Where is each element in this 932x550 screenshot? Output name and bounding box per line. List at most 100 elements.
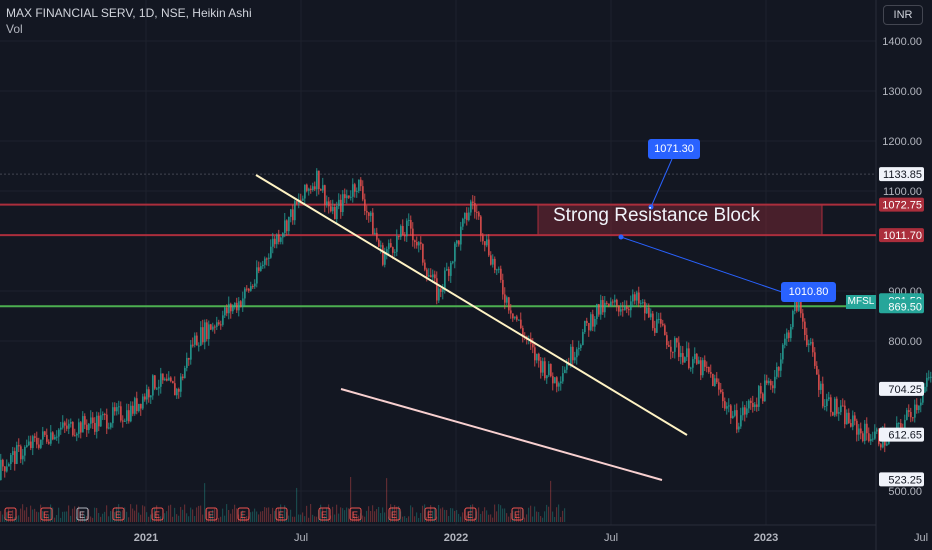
candle — [688, 348, 690, 369]
earnings-marker-label: E — [514, 510, 520, 520]
volume-bar — [128, 517, 130, 522]
volume-bar — [384, 512, 386, 522]
volume-bar — [114, 512, 116, 522]
volume-bar — [194, 516, 196, 522]
price-tag-label: 612.65 — [888, 430, 922, 442]
candle — [166, 378, 168, 381]
candle — [630, 301, 632, 311]
ticker-badge: MFSL — [846, 295, 876, 309]
price-tag — [879, 299, 924, 314]
volume-bar — [136, 504, 138, 522]
volume-bar — [4, 516, 6, 522]
candle — [802, 313, 804, 322]
volume-bar — [176, 514, 178, 522]
candle — [186, 357, 188, 369]
volume-bar — [390, 504, 392, 522]
volume-bar — [28, 516, 30, 522]
volume-bar — [430, 505, 432, 522]
candle — [522, 328, 524, 337]
candle — [718, 382, 720, 390]
candle — [544, 361, 546, 379]
candle — [0, 459, 2, 481]
candle — [92, 417, 94, 423]
volume-bar — [178, 515, 180, 522]
volume-bar — [226, 504, 228, 522]
candle — [212, 326, 214, 330]
candle — [172, 381, 174, 384]
volume-bar — [142, 505, 144, 522]
candle — [54, 436, 56, 440]
candle — [236, 302, 238, 311]
earnings-marker-label: E — [352, 510, 358, 520]
candle — [806, 335, 808, 346]
trendline-lower — [340, 388, 663, 481]
candle — [220, 324, 222, 326]
callout-upper[interactable]: 1071.30 — [648, 139, 700, 159]
price-tag — [879, 228, 924, 243]
candle — [372, 212, 374, 235]
candle — [536, 353, 538, 361]
candle — [874, 431, 876, 439]
candle — [766, 380, 768, 384]
volume-bar — [382, 507, 384, 522]
candle — [622, 309, 624, 311]
candle — [706, 366, 708, 368]
candle — [76, 433, 78, 436]
candle — [102, 414, 104, 416]
volume-bar — [38, 512, 40, 522]
candle — [732, 415, 734, 419]
candle — [218, 322, 220, 325]
volume-bar — [502, 508, 504, 522]
volume-bar — [338, 513, 340, 522]
volume-bar — [66, 511, 68, 522]
candle — [484, 241, 486, 246]
candle — [30, 441, 32, 449]
volume-bar — [242, 510, 244, 522]
candle — [560, 381, 562, 384]
volume-bar — [498, 504, 500, 522]
candle — [516, 316, 518, 320]
candle — [546, 375, 548, 379]
candle — [56, 436, 58, 438]
candle — [146, 389, 148, 400]
volume-bar — [370, 510, 372, 522]
candle — [786, 332, 788, 339]
volume-bar — [388, 516, 390, 522]
candle — [596, 304, 598, 319]
candle — [498, 268, 500, 270]
candle — [288, 216, 290, 232]
candle — [908, 410, 910, 413]
candle — [374, 232, 376, 235]
price-axis — [876, 0, 932, 550]
candle — [180, 376, 182, 392]
volume-bar — [96, 507, 98, 522]
candle — [618, 305, 620, 312]
candle — [224, 307, 226, 316]
candle — [110, 423, 112, 428]
candle — [916, 404, 918, 411]
callout-lower[interactable]: 1010.80 — [781, 282, 836, 302]
currency-button[interactable]: INR — [883, 5, 923, 25]
x-tick-label: 2023 — [754, 532, 778, 544]
volume-bar — [562, 510, 564, 522]
candle — [376, 232, 378, 240]
candle — [330, 206, 332, 212]
candle — [194, 335, 196, 345]
volume-bar — [434, 507, 436, 522]
volume-bar — [126, 511, 128, 522]
candle — [316, 170, 318, 190]
volume-bar — [62, 511, 64, 522]
candle — [120, 406, 122, 421]
volume-bar — [164, 513, 166, 522]
volume-bar — [450, 508, 452, 522]
volume-bar — [358, 515, 360, 522]
volume-bar — [314, 516, 316, 522]
candle — [758, 386, 760, 407]
candle — [798, 298, 800, 311]
candle — [646, 307, 648, 314]
candle — [810, 342, 812, 344]
volume-bar — [8, 508, 10, 522]
candle — [412, 228, 414, 241]
